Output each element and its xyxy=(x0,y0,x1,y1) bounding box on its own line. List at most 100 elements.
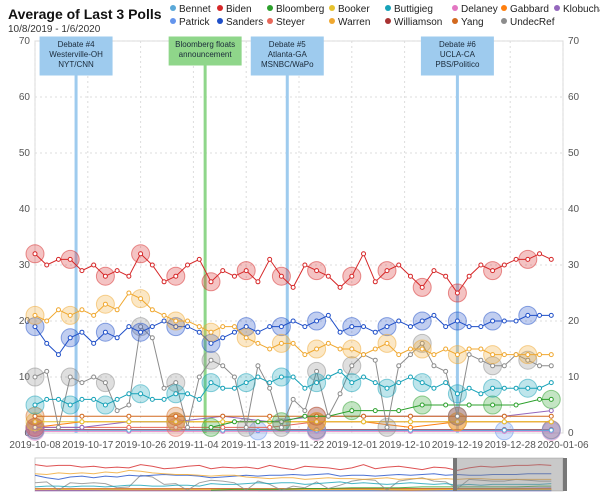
data-point xyxy=(349,324,355,330)
legend-item-buttigieg[interactable]: Buttigieg xyxy=(385,4,433,15)
data-point xyxy=(278,324,284,330)
data-point xyxy=(255,419,261,425)
legend-item-klobuchar[interactable]: Klobuchar xyxy=(554,4,600,15)
data-point xyxy=(314,368,320,374)
y-tick-label-left: 60 xyxy=(19,92,31,103)
y-tick-label-right: 70 xyxy=(568,36,580,47)
data-point xyxy=(173,391,179,397)
data-point xyxy=(208,424,214,430)
legend-item-gabbard[interactable]: Gabbard xyxy=(501,4,549,15)
data-point xyxy=(384,385,390,391)
data-point xyxy=(138,251,144,257)
y-tick-label-right: 20 xyxy=(568,316,580,327)
data-point xyxy=(243,424,249,430)
data-point xyxy=(102,402,108,408)
navigator-handle-right[interactable] xyxy=(563,458,567,491)
navigator-series-line xyxy=(210,485,552,491)
data-point xyxy=(443,346,449,352)
legend-item-yang[interactable]: Yang xyxy=(452,17,484,28)
data-point xyxy=(525,385,531,391)
data-point xyxy=(79,268,85,274)
legend-item-delaney[interactable]: Delaney xyxy=(452,4,498,15)
data-point xyxy=(91,340,97,346)
data-point xyxy=(325,273,331,279)
legend-item-bloomberg[interactable]: Bloomberg xyxy=(267,4,324,15)
data-point xyxy=(513,352,519,358)
data-point xyxy=(302,408,308,414)
data-point xyxy=(55,307,61,313)
y-tick-label-left: 70 xyxy=(19,36,31,47)
data-point xyxy=(138,329,144,335)
navigator-series-line xyxy=(34,473,552,480)
data-point xyxy=(67,256,73,262)
data-point xyxy=(361,251,367,257)
data-point xyxy=(337,391,343,397)
navigator-handle-left[interactable] xyxy=(453,458,457,491)
data-point xyxy=(372,357,378,363)
data-point xyxy=(67,402,73,408)
data-point xyxy=(91,312,97,318)
data-point xyxy=(325,413,331,419)
legend-item-warren[interactable]: Warren xyxy=(329,17,370,28)
data-point xyxy=(243,324,249,330)
legend-swatch xyxy=(501,5,507,12)
data-point xyxy=(67,312,73,318)
legend-item-steyer[interactable]: Steyer xyxy=(267,17,305,28)
data-point xyxy=(513,318,519,324)
data-point xyxy=(407,413,413,419)
annotation-label: NYT/CNN xyxy=(58,60,94,69)
annotation-box-bg xyxy=(420,36,494,76)
data-point xyxy=(44,340,50,346)
data-point xyxy=(185,262,191,268)
data-point xyxy=(396,408,402,414)
legend-label: Gabbard xyxy=(510,4,549,15)
data-point xyxy=(114,396,120,402)
y-tick-label-right: 40 xyxy=(568,204,580,215)
legend-item-booker[interactable]: Booker xyxy=(329,4,370,15)
series-line xyxy=(35,421,552,428)
legend-item-patrick[interactable]: Patrick xyxy=(170,17,210,28)
annotation-label: PBS/Politico xyxy=(435,60,480,69)
data-point xyxy=(513,385,519,391)
data-point xyxy=(149,396,155,402)
series-buttigieg xyxy=(25,367,554,415)
data-point xyxy=(443,324,449,330)
data-point xyxy=(126,290,132,296)
data-point xyxy=(220,419,226,425)
legend-item-sanders[interactable]: Sanders xyxy=(217,17,263,28)
data-point xyxy=(314,419,320,425)
x-tick-label: 2019-12-28 xyxy=(485,440,537,451)
annotation-box-bg xyxy=(39,36,113,76)
data-point xyxy=(255,428,261,434)
legend-item-undecref[interactable]: UndecRef xyxy=(501,17,554,28)
data-point xyxy=(55,256,61,262)
data-point xyxy=(537,385,543,391)
data-point xyxy=(407,424,413,430)
y-tick-label-left: 30 xyxy=(19,260,31,271)
data-point xyxy=(443,402,449,408)
y-tick-label-left: 20 xyxy=(19,316,31,327)
annotation-label: UCLA-CA xyxy=(440,50,476,59)
data-point xyxy=(173,273,179,279)
navigator-selection xyxy=(455,458,565,491)
data-point xyxy=(443,368,449,374)
legend-item-bennet[interactable]: Bennet xyxy=(170,4,211,15)
legend-item-williamson[interactable]: Williamson xyxy=(385,17,442,28)
data-point xyxy=(302,413,308,419)
data-point xyxy=(490,318,496,324)
legend-item-biden[interactable]: Biden xyxy=(217,4,252,15)
data-point xyxy=(407,352,413,358)
data-point xyxy=(361,374,367,380)
data-point xyxy=(44,262,50,268)
data-point xyxy=(79,413,85,419)
data-point xyxy=(149,262,155,268)
y-tick-label-right: 10 xyxy=(568,372,580,383)
data-point xyxy=(454,413,460,419)
annotation-label: Atlanta-GA xyxy=(268,50,308,59)
data-point xyxy=(513,402,519,408)
legend-swatch xyxy=(217,5,223,12)
series-williamson xyxy=(25,420,561,440)
data-point xyxy=(55,396,61,402)
data-point xyxy=(79,380,85,386)
